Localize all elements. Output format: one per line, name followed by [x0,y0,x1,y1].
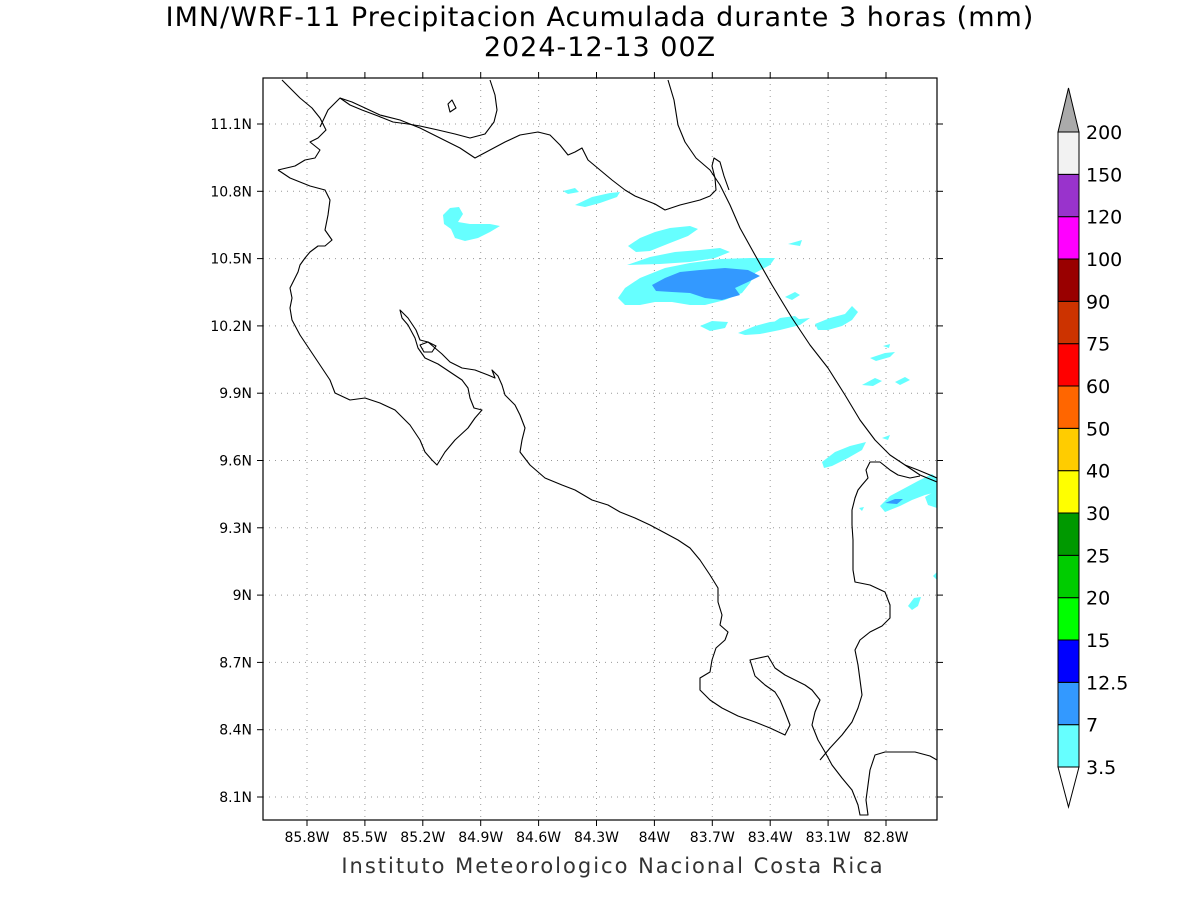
map-grid [263,78,937,820]
precip-area [738,318,810,335]
nicaragua-coast [339,79,498,139]
precip-area [563,188,579,194]
lat-tick-label: 9.9N [219,386,252,402]
precip-area [628,226,698,252]
colorbar-label: 20 [1086,588,1110,610]
colorbar-label: 90 [1086,291,1110,313]
colorbar-label: 7 [1086,715,1098,737]
colorbar-label: 15 [1086,630,1110,652]
precip-area [788,240,802,246]
map-title: IMN/WRF-11 Precipitacion Acumulada duran… [165,2,1035,33]
colorbar-swatch [1057,258,1080,302]
colorbar-swatch [1057,385,1080,429]
precip-area [785,292,800,300]
colorbar-swatch [1057,343,1080,387]
colorbar-swatch [1057,300,1080,345]
colorbar-swatch [1057,639,1080,683]
precip-area [652,268,760,300]
colorbar-swatch [1057,216,1080,260]
colorbar-label: 30 [1086,503,1110,525]
precip-area [700,321,728,331]
map-frame [262,77,938,821]
lat-tick-label: 10.2N [210,319,252,335]
precip-area [880,474,937,512]
precip-area [822,442,866,468]
precip-area [908,597,921,610]
nicaragua-border [319,97,730,211]
colorbar-label: 200 [1086,122,1122,144]
coastlines-and-borders [277,79,937,816]
colorbar-swatch [1057,554,1080,599]
lon-tick-label: 85.8W [284,830,329,846]
colorbar-swatch [1057,681,1080,726]
precip-area [443,207,500,241]
lon-tick-label: 84.6W [516,830,561,846]
caribbean-coast-south [904,464,937,479]
lat-tick-label: 9.3N [219,521,252,537]
colorbar-label: 3.5 [1086,757,1116,779]
precip-area [883,344,890,348]
colorbar-label: 150 [1086,164,1122,186]
lon-tick-label: 83.4W [748,830,793,846]
colorbar: 3.5 7 12.5 15 20 25 30 40 50 60 75 90 100 120 150 200 [1057,87,1128,809]
colorbar-label: 40 [1086,461,1110,483]
lon-tick-label: 84.3W [574,830,619,846]
colorbar-swatch [1057,173,1080,218]
colorbar-swatch [1057,724,1080,768]
lon-tick-label: 84W [639,830,671,846]
precip-area [859,507,864,511]
pacific-coast [277,169,937,816]
colorbar-label: 25 [1086,545,1110,567]
precipitation-field [443,188,937,610]
lon-tick-label: 85.2W [400,830,445,846]
lat-tick-label: 9.6N [219,454,252,470]
lon-tick-label: 83.1W [806,830,851,846]
precip-area [575,192,620,207]
lat-tick-label: 8.4N [219,723,252,739]
colorbar-swatch [1057,470,1080,514]
colorbar-label: 120 [1086,207,1122,229]
lat-tick-label: 11.1N [210,117,252,133]
lake-island [447,99,457,113]
colorbar-label: 60 [1086,376,1110,398]
colorbar-swatch [1057,512,1080,556]
lon-tick-label: 82.8W [863,830,908,846]
colorbar-swatch [1057,597,1080,641]
colorbar-swatch [1057,131,1080,175]
lon-tick-label: 84.9W [458,830,503,846]
colorbar-swatch [1057,427,1080,472]
lat-tick-label: 8.7N [219,655,252,671]
gulf-peninsula [419,341,437,353]
colorbar-label: 50 [1086,418,1110,440]
panama-border [819,461,921,761]
precip-area [895,377,910,385]
precip-area [885,499,903,504]
colorbar-label: 12.5 [1086,672,1128,694]
colorbar-max-triangle [1057,87,1080,133]
precip-area [815,306,858,330]
map-axes: 85.8W 85.5W 85.2W 84.9W 84.6W 84.3W 84W 83.7W 83… [210,72,943,846]
lon-tick-label: 83.7W [690,830,735,846]
nicaragua-border [277,79,327,171]
precip-area [862,378,882,386]
precip-area [627,248,730,265]
footer-credit: Instituto Meteorologico Nacional Costa R… [341,854,885,878]
caribbean-coast [667,79,937,483]
lat-tick-label: 8.1N [219,790,252,806]
colorbar-label: 75 [1086,334,1110,356]
colorbar-min-triangle [1057,766,1080,809]
lat-tick-label: 10.5N [210,252,252,268]
lat-tick-label: 9N [233,588,252,604]
lat-tick-label: 10.8N [210,184,252,200]
colorbar-label: 100 [1086,249,1122,271]
lon-tick-label: 85.5W [342,830,387,846]
precip-area [933,572,937,580]
precip-area [925,490,937,508]
precip-area [882,435,890,440]
map-datetime: 2024-12-13 00Z [483,32,717,63]
precip-area [870,352,895,361]
